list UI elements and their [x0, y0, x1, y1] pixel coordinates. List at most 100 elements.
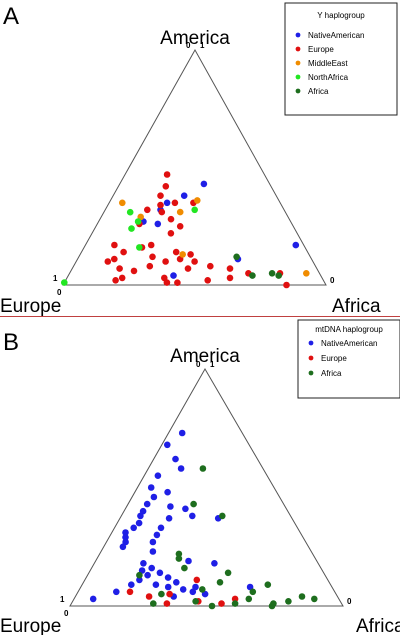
legend-marker-nativeamerican	[308, 340, 314, 346]
data-point-nativeamerican	[140, 560, 147, 567]
data-point-nativeamerican	[157, 524, 165, 532]
data-point-nativeamerican	[113, 588, 120, 596]
data-point-nativeamerican	[122, 529, 129, 536]
data-point-africa	[268, 270, 276, 277]
legend-label-middleeast: MiddleEast	[308, 59, 348, 68]
data-point-africa	[233, 253, 240, 261]
data-point-africa	[150, 600, 157, 607]
data-point-northafrica	[126, 208, 134, 216]
legend: mtDNA haplogroup NativeAmerican Europe Afri…	[297, 319, 400, 399]
data-point-northafrica	[61, 279, 68, 286]
tick-label: 0	[196, 360, 201, 369]
data-point-europe	[162, 258, 169, 265]
data-point-europe	[158, 208, 166, 216]
data-point-europe	[146, 262, 154, 270]
data-point-middleeast	[194, 197, 201, 204]
legend-marker-europe	[295, 46, 301, 52]
data-point-middleeast	[119, 199, 126, 207]
data-point-nativeamerican	[192, 583, 199, 591]
data-point-africa	[219, 512, 226, 520]
data-point-nativeamerican	[200, 180, 208, 188]
data-point-europe	[193, 576, 201, 584]
data-point-nativeamerican	[119, 543, 127, 551]
tick-label: 0	[57, 288, 62, 297]
data-point-nativeamerican	[135, 519, 143, 527]
tick-label: 0	[347, 597, 352, 606]
data-point-europe	[149, 253, 156, 261]
tick-label: 0	[186, 41, 191, 50]
legend-box	[297, 319, 400, 399]
legend-marker-middleeast	[295, 60, 301, 66]
data-point-middleeast	[179, 251, 186, 258]
tick-label: 1	[53, 274, 58, 283]
data-point-africa	[175, 550, 183, 558]
america-vertex-label: America	[160, 28, 230, 49]
data-point-africa	[190, 500, 197, 508]
data-point-nativeamerican	[154, 472, 162, 480]
data-point-europe	[174, 279, 181, 287]
data-point-europe	[144, 206, 151, 214]
data-point-nativeamerican	[164, 574, 172, 581]
data-point-nativeamerican	[147, 484, 155, 491]
data-point-europe	[231, 595, 239, 603]
data-point-northafrica	[191, 206, 198, 214]
data-point-nativeamerican	[149, 548, 157, 555]
europe-vertex-label: Europe	[0, 296, 61, 317]
data-point-nativeamerican	[150, 493, 158, 501]
data-point-europe	[162, 183, 170, 190]
legend-marker-africa	[308, 370, 314, 376]
data-point-africa	[181, 564, 188, 572]
data-point-europe	[147, 241, 155, 249]
data-point-nativeamerican	[173, 579, 180, 586]
europe-vertex-label: Europe	[0, 616, 61, 635]
legend-label-northafrica: NorthAfrica	[308, 73, 349, 82]
data-point-europe	[163, 279, 171, 286]
legend-marker-northafrica	[295, 74, 301, 80]
legend-label-nativeamerican: NativeAmerican	[321, 339, 377, 348]
data-point-nativeamerican	[128, 581, 135, 588]
america-vertex-label: America	[170, 346, 240, 367]
legend-label-africa: Africa	[321, 369, 342, 378]
data-point-nativeamerican	[178, 429, 186, 437]
data-point-nativeamerican	[136, 576, 143, 584]
data-point-africa	[285, 598, 292, 605]
data-point-nativeamerican	[179, 586, 187, 593]
data-point-europe	[163, 600, 171, 607]
legend-label-africa: Africa	[308, 87, 329, 96]
data-point-africa	[208, 602, 216, 610]
data-point-africa	[136, 571, 143, 579]
data-point-nativeamerican	[152, 581, 160, 588]
data-point-africa	[158, 590, 165, 598]
legend-label-europe: Europe	[308, 45, 334, 54]
data-point-europe	[226, 265, 234, 272]
data-point-europe	[167, 215, 175, 223]
tick-label: 1	[210, 360, 215, 369]
data-point-europe	[145, 593, 153, 600]
legend-title: mtDNA haplogroup	[315, 325, 383, 334]
data-point-europe	[191, 258, 198, 265]
legend: Y haplogroup NativeAmerican Europe MiddleEa…	[284, 2, 398, 116]
data-point-nativeamerican	[211, 560, 218, 567]
data-point-europe	[283, 281, 290, 289]
data-point-africa	[275, 272, 283, 279]
data-point-nativeamerican	[89, 595, 97, 603]
data-point-nativeamerican	[189, 512, 196, 520]
data-point-africa	[268, 602, 276, 610]
data-point-middleeast	[303, 270, 310, 277]
data-point-europe	[171, 199, 179, 207]
data-point-africa	[199, 465, 207, 472]
data-point-nativeamerican	[172, 455, 179, 463]
data-point-africa	[224, 569, 232, 577]
legend-box	[284, 2, 398, 116]
data-point-africa	[216, 579, 224, 586]
data-point-europe	[111, 241, 118, 249]
data-point-europe	[172, 248, 180, 256]
panel-letter: B	[3, 329, 19, 356]
data-point-europe	[226, 274, 234, 282]
data-point-europe	[167, 230, 175, 237]
legend-label-nativeamerican: NativeAmerican	[308, 31, 364, 40]
data-point-nativeamerican	[189, 588, 197, 596]
legend-label-europe: Europe	[321, 354, 347, 363]
